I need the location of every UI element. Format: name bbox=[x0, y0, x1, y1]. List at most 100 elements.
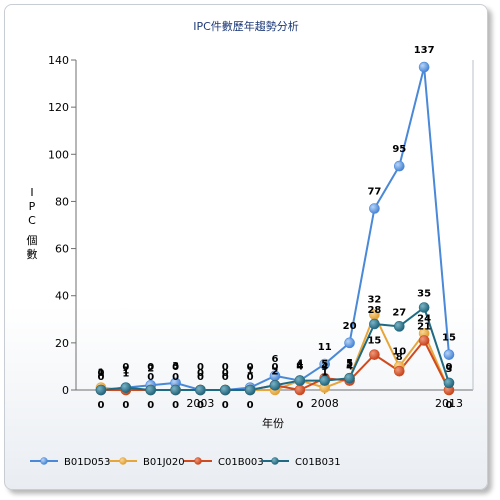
y-tick-label: 20 bbox=[55, 337, 69, 350]
data-point-C01B031 bbox=[195, 384, 206, 396]
data-label: 1 bbox=[247, 366, 254, 377]
y-tick-label: 80 bbox=[55, 195, 69, 208]
data-label: 1 bbox=[321, 368, 328, 379]
data-point-C01B031 bbox=[369, 318, 380, 330]
data-label: 4 bbox=[321, 362, 328, 373]
data-label: 0 bbox=[222, 362, 229, 373]
data-label: 0 bbox=[147, 362, 154, 373]
legend-label-C01B003: C01B003 bbox=[218, 457, 264, 468]
data-point-C01B031 bbox=[294, 375, 306, 386]
data-label: 4 bbox=[296, 362, 303, 373]
data-label: 1 bbox=[122, 369, 129, 380]
data-point-C01B031 bbox=[269, 379, 281, 391]
data-label: 4 bbox=[296, 359, 303, 370]
data-label: 4 bbox=[296, 361, 303, 372]
data-label: 0 bbox=[296, 400, 303, 411]
y-axis-title-char: 個 bbox=[27, 234, 38, 247]
data-label: 28 bbox=[367, 305, 381, 316]
data-label: 32 bbox=[367, 295, 381, 306]
y-tick-label: 140 bbox=[48, 54, 69, 67]
data-label: 0 bbox=[247, 362, 254, 373]
data-label: 0 bbox=[446, 362, 453, 373]
legend-label-B01D053: B01D053 bbox=[64, 457, 110, 468]
data-label: 2 bbox=[272, 366, 279, 377]
legend-label-C01B031: C01B031 bbox=[295, 457, 341, 468]
data-label: 20 bbox=[343, 321, 357, 332]
data-point-C01B031 bbox=[95, 384, 107, 396]
data-point-C01B031 bbox=[393, 321, 405, 332]
data-label: 0 bbox=[122, 400, 129, 411]
data-label: 0 bbox=[222, 400, 229, 411]
data-point-C01B031 bbox=[170, 384, 181, 396]
data-label: 0 bbox=[247, 372, 254, 383]
y-axis-title-char: 數 bbox=[27, 248, 38, 261]
data-label: 0 bbox=[446, 400, 453, 411]
data-label: 27 bbox=[392, 307, 406, 318]
x-tick-label: 2008 bbox=[311, 397, 339, 410]
data-label: 0 bbox=[98, 400, 105, 411]
data-label: 0 bbox=[197, 400, 204, 411]
data-label: 0 bbox=[222, 368, 229, 379]
legend-marker-C01B031 bbox=[271, 457, 279, 465]
data-point-C01B031 bbox=[244, 384, 256, 396]
data-label: 1 bbox=[98, 368, 105, 379]
data-point-C01B003 bbox=[294, 384, 306, 396]
data-point-B01D053 bbox=[369, 203, 380, 214]
data-label: 15 bbox=[367, 336, 381, 347]
y-axis-title-char: C bbox=[28, 214, 36, 227]
data-label: 0 bbox=[197, 368, 204, 379]
data-label: 137 bbox=[414, 45, 435, 56]
data-label: 5 bbox=[346, 359, 353, 370]
legend: B01D053 B01J020 C01B003 C01B031 bbox=[30, 457, 341, 468]
data-label: 0 bbox=[247, 400, 254, 411]
data-label: 2 bbox=[272, 366, 279, 377]
data-label: 2 bbox=[147, 363, 154, 374]
data-point-C01B031 bbox=[344, 372, 355, 384]
y-axis-title-char: P bbox=[29, 200, 36, 213]
data-label: 4 bbox=[346, 362, 353, 373]
data-label: 8 bbox=[396, 352, 403, 363]
data-point-B01D053 bbox=[393, 160, 405, 172]
data-label: 0 bbox=[172, 362, 179, 373]
data-label: 10 bbox=[392, 346, 406, 357]
data-point-B01D053 bbox=[319, 358, 331, 370]
y-tick-label: 100 bbox=[48, 148, 69, 161]
data-label: 0 bbox=[98, 372, 105, 383]
data-label: 3 bbox=[172, 361, 179, 372]
chart-title: IPC件數歷年趨勢分析 bbox=[193, 20, 299, 33]
data-point-B01D053 bbox=[443, 349, 455, 360]
data-label: 0 bbox=[197, 372, 204, 383]
data-point-C01B003 bbox=[393, 365, 405, 377]
data-point-C01B031 bbox=[120, 382, 132, 393]
data-label: 3 bbox=[446, 364, 453, 375]
data-point-B01D053 bbox=[344, 337, 355, 349]
data-label: 0 bbox=[222, 372, 229, 383]
data-label: 0 bbox=[147, 372, 154, 383]
data-label: 24 bbox=[417, 313, 431, 324]
data-label: 0 bbox=[197, 362, 204, 373]
legend-marker-C01B003 bbox=[194, 457, 202, 465]
data-label: 0 bbox=[172, 372, 179, 383]
data-label: 77 bbox=[367, 187, 381, 198]
data-label: 15 bbox=[442, 333, 456, 344]
y-tick-label: 0 bbox=[62, 384, 69, 397]
legend-marker-B01J020 bbox=[119, 457, 127, 465]
series-line-B01D053 bbox=[100, 66, 450, 391]
data-label: 0 bbox=[272, 362, 279, 373]
data-label: 0 bbox=[147, 400, 154, 411]
y-tick-label: 60 bbox=[55, 243, 69, 256]
chart-panel bbox=[4, 4, 488, 490]
legend-label-B01J020: B01J020 bbox=[143, 457, 185, 468]
data-label: 95 bbox=[392, 144, 406, 155]
data-point-C01B031 bbox=[443, 377, 455, 389]
data-point-C01B003 bbox=[369, 349, 380, 360]
data-label: 0 bbox=[98, 368, 105, 379]
data-label: 5 bbox=[321, 359, 328, 370]
series-layer bbox=[95, 61, 455, 396]
data-point-C01B031 bbox=[219, 384, 231, 396]
data-label: 0 bbox=[122, 362, 129, 373]
